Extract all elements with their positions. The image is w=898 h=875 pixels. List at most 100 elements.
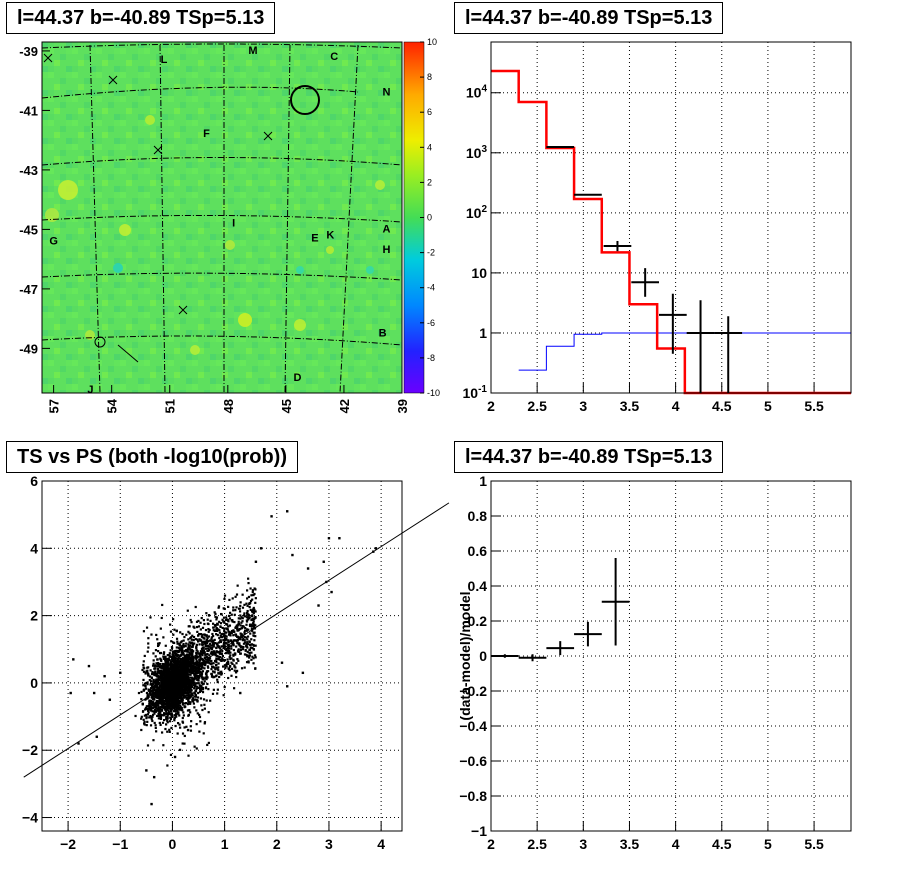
scatter-point: [142, 630, 146, 633]
scatter-point: [173, 716, 177, 719]
scatter-point: [189, 729, 193, 732]
scatter-point: [215, 616, 219, 619]
scatter-point: [189, 688, 192, 691]
skymap-x-tick-label: 48: [221, 399, 236, 413]
scatter-point: [169, 702, 172, 705]
scatter-point: [165, 715, 168, 719]
scatter-point: [214, 668, 217, 671]
scatter-point: [191, 658, 194, 661]
scatter-point: [181, 679, 184, 682]
scatter-point: [157, 669, 160, 673]
scatter-point: [169, 703, 172, 706]
graticule-longitude: [159, 44, 166, 394]
scatter-point: [178, 704, 182, 707]
scatter-point: [207, 666, 210, 669]
scatter-point: [165, 662, 169, 665]
scatter-point: [190, 676, 193, 679]
scatter-outlier: [338, 537, 341, 540]
scatter-point: [222, 639, 225, 642]
scatter-point: [152, 678, 155, 682]
scatter-point: [245, 623, 248, 626]
scatter-point: [200, 639, 203, 642]
scatter-point: [198, 632, 201, 636]
scatter-point: [219, 625, 222, 628]
scatter-point: [181, 721, 185, 724]
scatter-point: [147, 689, 150, 692]
scatter-point: [157, 674, 160, 678]
scatter-point: [243, 639, 246, 642]
scatter-point: [187, 699, 190, 702]
scatter-point: [179, 670, 182, 673]
skymap-y-tick-label: -43: [19, 163, 38, 178]
scatter-point: [201, 678, 204, 681]
scatter-point: [242, 614, 246, 617]
scatter-point: [177, 656, 180, 659]
scatter-point: [232, 642, 235, 646]
scatter-point: [170, 669, 173, 672]
scatter-point: [156, 662, 160, 666]
scatter-outlier: [259, 547, 263, 550]
scatter-point: [158, 642, 161, 645]
scatter-point: [172, 700, 175, 704]
scatter-point: [180, 693, 184, 696]
scatter-point: [188, 656, 192, 660]
scatter-point: [172, 654, 175, 657]
scatter-point: [195, 620, 199, 623]
scatter-point: [211, 643, 214, 647]
scatter-point: [206, 622, 209, 625]
scatter-point: [201, 658, 205, 662]
scatter-point: [146, 709, 150, 712]
scatter-point: [240, 635, 244, 639]
scatter-point: [177, 646, 180, 649]
spectrum-series-blue: [518, 332, 851, 371]
residual-x-tick-label: 5.5: [804, 836, 824, 852]
scatter-point: [160, 693, 163, 696]
scatter-outlier: [108, 698, 112, 701]
scatter-point: [228, 611, 232, 614]
scatter-point: [175, 674, 179, 677]
scatter-point: [237, 650, 240, 653]
scatter-point: [246, 643, 249, 646]
scatter-point: [166, 703, 169, 706]
scatter-point: [243, 653, 247, 656]
scatter-point: [174, 656, 177, 659]
scatter-point: [236, 669, 239, 672]
scatter-point: [173, 655, 176, 658]
scatter-point: [241, 648, 245, 651]
scatter-point: [212, 626, 215, 629]
scatter-point: [161, 721, 165, 724]
scatter-point: [177, 696, 180, 699]
scatter-point: [230, 674, 233, 677]
scatter-outlier: [72, 658, 75, 661]
scatter-point: [195, 645, 198, 648]
scatter-point: [226, 627, 229, 631]
scatter-point: [236, 624, 239, 627]
scatter-point: [155, 730, 158, 733]
scatter-point: [190, 663, 193, 666]
scatter-point: [173, 692, 176, 695]
scatter-point: [155, 691, 158, 694]
scatter-point: [189, 653, 193, 656]
scatter-point: [160, 731, 164, 734]
scatter-point: [197, 665, 200, 669]
scatter-point: [143, 654, 146, 658]
scatter-point: [193, 687, 196, 690]
colorbar-tick-label: -8: [427, 353, 435, 363]
scatter-point: [254, 624, 257, 627]
scatter-point: [140, 690, 143, 694]
scatter-point: [192, 667, 196, 670]
scatter-point: [223, 637, 227, 640]
scatter-point: [191, 661, 194, 665]
source-label: C: [330, 51, 338, 63]
scatter-point: [215, 633, 218, 636]
scatter-point: [240, 667, 244, 670]
scatter-point: [170, 698, 173, 701]
scatter-point: [145, 691, 149, 695]
scatter-point: [174, 689, 177, 692]
spectrum-y-tick-label: 104: [466, 84, 488, 101]
scatter-point: [196, 661, 199, 664]
scatter-point: [218, 620, 221, 623]
scatter-point: [252, 625, 256, 628]
scatter-point: [204, 676, 207, 679]
scatter-point: [167, 709, 170, 712]
